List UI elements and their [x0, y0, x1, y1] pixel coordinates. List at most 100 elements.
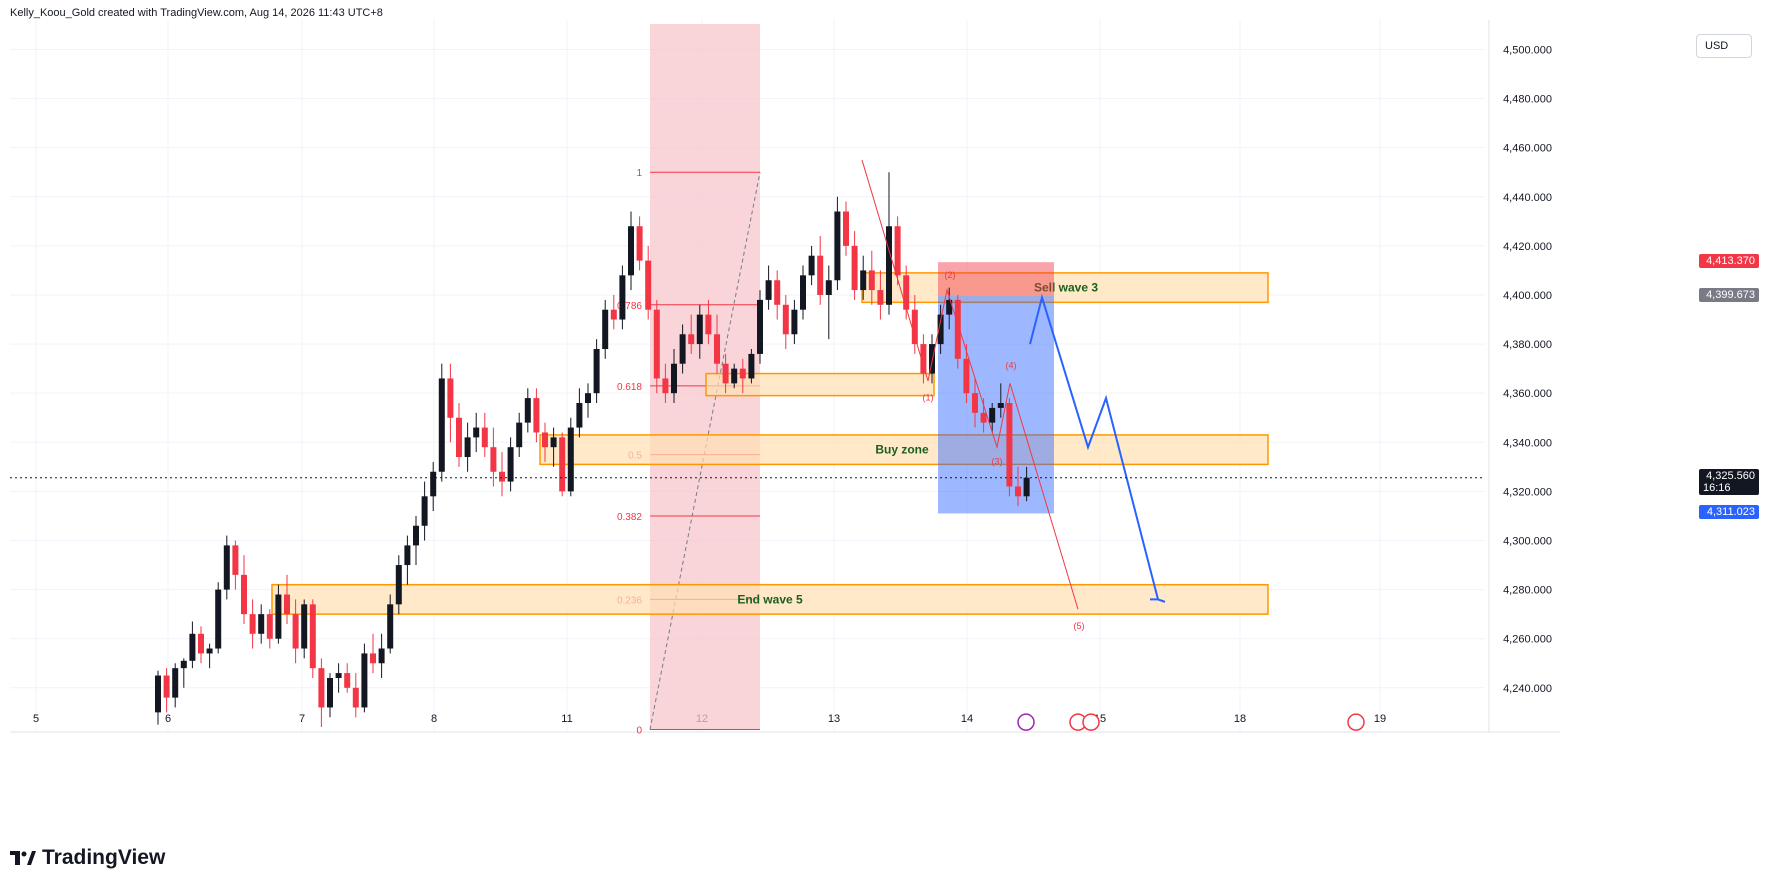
candle-body	[542, 432, 548, 448]
candle-body	[180, 660, 187, 669]
candle-body	[714, 334, 720, 364]
candle-body	[413, 525, 419, 546]
candle-body	[868, 270, 875, 291]
candle-body	[361, 653, 368, 708]
candle-body	[860, 270, 867, 291]
candle-body	[473, 427, 480, 438]
price-label-sell-target: 4,413.370	[1699, 254, 1759, 269]
y-tick-label: 4,440.000	[1503, 192, 1552, 204]
candle-body	[524, 398, 531, 423]
currency-selector[interactable]: USD	[1696, 34, 1752, 58]
candle-body	[585, 393, 591, 404]
candle-body	[628, 226, 634, 276]
candle-body	[309, 604, 316, 669]
minor-zone	[705, 372, 935, 397]
y-tick-label: 4,400.000	[1503, 290, 1552, 302]
end-wave-5-zone	[271, 583, 1269, 615]
candle-body	[292, 614, 299, 649]
y-tick-label: 4,340.000	[1503, 437, 1552, 449]
candle-body	[782, 304, 789, 335]
wave-label: (2)	[945, 270, 956, 280]
candle-body	[765, 280, 772, 300]
candle-body	[791, 309, 798, 335]
price-label-last: 4,325.560 16:16	[1699, 468, 1759, 495]
fib-level-label: 0.382	[617, 512, 642, 523]
candle-body	[843, 211, 849, 246]
candle-body	[456, 417, 462, 458]
wave-label: (5)	[1074, 621, 1085, 631]
y-tick-label: 4,460.000	[1503, 143, 1552, 155]
candle-body	[1023, 477, 1030, 497]
x-tick-label: 11	[561, 713, 572, 725]
candle-body	[387, 604, 394, 649]
tradingview-logo-icon	[10, 851, 36, 865]
candle-body	[851, 245, 858, 291]
candle-body	[464, 437, 471, 458]
candle-body	[344, 673, 351, 688]
projection-path	[1029, 293, 1159, 600]
candle-body	[997, 403, 1004, 408]
y-tick-label: 4,320.000	[1503, 486, 1552, 498]
tradingview-logo-text: TradingView	[42, 846, 166, 869]
buy-zone-label: Buy zone	[875, 443, 929, 457]
candle-body	[662, 378, 669, 394]
candle-body	[1015, 486, 1021, 497]
candle-body	[559, 437, 566, 492]
candle-body	[946, 299, 953, 315]
wave-label: (1)	[923, 393, 934, 403]
candle-body	[189, 633, 196, 661]
candle-body	[679, 334, 686, 364]
candle-body	[155, 675, 161, 713]
candle-body	[920, 344, 927, 374]
candle-body	[215, 589, 222, 649]
candle-body	[972, 393, 978, 413]
price-label-stop-target: 4,311.023	[1699, 505, 1759, 520]
y-tick-label: 4,240.000	[1503, 683, 1552, 695]
y-tick-label: 4,500.000	[1503, 44, 1552, 56]
candle-body	[447, 378, 454, 418]
tradingview-logo[interactable]: TradingView	[10, 846, 165, 870]
fib-level-label: 1	[636, 168, 642, 179]
y-tick-label: 4,380.000	[1503, 339, 1552, 351]
y-tick-label: 4,420.000	[1503, 241, 1552, 253]
end-wave-5-zone-label: End wave 5	[737, 592, 803, 606]
candle-body	[671, 363, 677, 394]
candle-body	[722, 363, 729, 384]
candle-body	[989, 407, 996, 423]
candle-body	[533, 398, 540, 433]
candle-body	[886, 226, 892, 305]
candle-body	[731, 368, 738, 384]
candle-body	[284, 594, 290, 615]
candle-body	[576, 403, 583, 428]
candle-body	[301, 604, 308, 649]
wave-label: (3)	[992, 456, 1003, 466]
y-tick-label: 4,300.000	[1503, 535, 1552, 547]
sell-wave-3-zone	[861, 272, 1269, 304]
candle-body	[249, 614, 256, 634]
candle-body	[808, 255, 815, 276]
candle-body	[937, 314, 944, 345]
candle-body	[696, 314, 703, 345]
candle-body	[266, 614, 273, 639]
price-label-entry: 4,399.673	[1699, 287, 1759, 302]
candle-body	[800, 275, 806, 310]
candle-body	[163, 675, 170, 698]
candle-body	[774, 280, 781, 305]
candle-body	[645, 260, 652, 310]
candle-body	[602, 309, 609, 349]
candle-body	[980, 412, 987, 423]
fib-trend-line	[649, 172, 761, 730]
candle-body	[705, 314, 712, 335]
candle-body	[963, 358, 970, 394]
candle-body	[318, 668, 325, 708]
candle-body	[1006, 403, 1013, 487]
currency-label: USD	[1705, 40, 1729, 52]
fib-level-label: 0.618	[617, 382, 642, 393]
y-tick-label: 4,360.000	[1503, 388, 1552, 400]
candle-body	[903, 275, 910, 310]
sell-wave-3-zone-label: Sell wave 3	[1034, 281, 1098, 295]
candle-body	[739, 368, 746, 379]
x-tick-label: 14	[961, 713, 973, 725]
